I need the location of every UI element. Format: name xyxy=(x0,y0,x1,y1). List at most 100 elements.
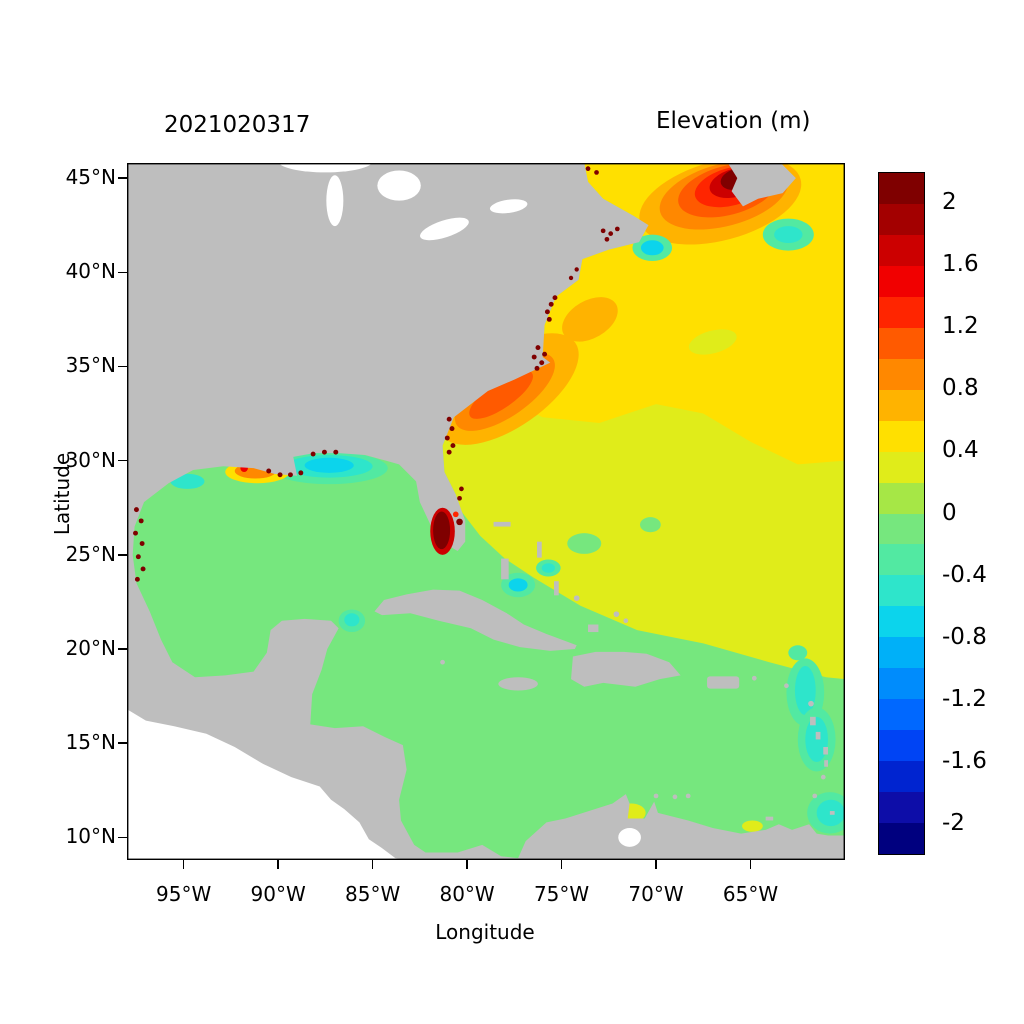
speckle xyxy=(456,518,463,526)
colorbar-cell xyxy=(879,637,924,669)
y-tick-mark xyxy=(118,836,127,839)
y-tick-mark xyxy=(118,648,127,650)
colorbar-cell xyxy=(879,575,924,607)
y-tick-label: 40°N xyxy=(65,259,116,284)
speckle xyxy=(604,236,610,242)
lake-ontario xyxy=(489,199,528,214)
colorbar-cell xyxy=(879,823,924,855)
speckle xyxy=(139,541,145,546)
land-jamaica xyxy=(498,677,538,691)
island xyxy=(573,595,580,601)
island xyxy=(653,793,659,799)
speckle xyxy=(552,295,558,301)
patch-anegada xyxy=(788,645,808,661)
speckle xyxy=(548,301,554,307)
island xyxy=(820,774,826,780)
speckle xyxy=(531,354,537,360)
colorbar-cell xyxy=(879,296,924,329)
colorbar-tick-label: 0 xyxy=(942,499,957,526)
y-tick-mark xyxy=(118,742,127,744)
speckle xyxy=(321,449,327,455)
patch-carolinas-inner xyxy=(469,370,533,419)
land-masses xyxy=(127,163,845,860)
patch-cariaco xyxy=(742,820,763,832)
colorbar-title: Elevation (m) xyxy=(656,108,811,134)
land-lesser-antilles xyxy=(440,659,835,821)
speckle xyxy=(277,472,283,478)
x-axis-label: Longitude xyxy=(435,920,535,944)
map-plot-area xyxy=(127,163,845,860)
island xyxy=(672,794,678,800)
island xyxy=(824,760,828,767)
speckle xyxy=(446,416,452,422)
island xyxy=(588,624,599,633)
patch-antilles-a xyxy=(794,665,816,715)
speckle xyxy=(594,170,599,175)
x-tick-label: 75°W xyxy=(533,882,590,906)
colorbar-cell xyxy=(879,234,924,267)
island xyxy=(784,683,789,689)
colorbar-cell xyxy=(879,699,924,731)
island xyxy=(751,675,757,681)
patch-capecod xyxy=(640,240,664,256)
y-tick-mark xyxy=(118,554,127,556)
x-tick-label: 80°W xyxy=(439,882,495,906)
y-tick-label: 30°N xyxy=(65,447,116,472)
patch-green-atlantic-1 xyxy=(567,533,602,554)
colorbar-cell xyxy=(879,544,924,576)
speckle xyxy=(600,228,606,234)
colorbar-cell xyxy=(879,203,924,236)
colorbar-cell xyxy=(879,358,924,391)
island xyxy=(501,558,509,580)
speckle xyxy=(444,435,450,441)
land-hispaniola xyxy=(571,651,681,687)
y-tick-label: 10°N xyxy=(65,824,116,849)
colorbar-cell xyxy=(879,668,924,700)
colorbar-cell xyxy=(879,730,924,762)
speckle xyxy=(446,449,452,455)
colorbar-cell xyxy=(879,513,924,545)
lake-michigan xyxy=(326,175,344,227)
speckle xyxy=(449,426,455,432)
elevation-map xyxy=(127,163,845,860)
island xyxy=(823,746,828,755)
speckle xyxy=(138,518,144,524)
land-puerto-rico xyxy=(707,676,740,689)
coastal-extreme-speckles xyxy=(133,166,620,582)
colorbar-cell xyxy=(879,265,924,298)
x-tick-mark xyxy=(182,860,185,869)
speckle xyxy=(457,495,462,501)
speckle xyxy=(287,472,293,478)
speckle xyxy=(608,231,614,236)
colorbar-tick-label: -0.4 xyxy=(942,561,987,588)
x-tick-mark xyxy=(655,860,657,869)
colorbar-tick-label: 2 xyxy=(942,189,957,216)
speckle xyxy=(135,554,141,560)
x-tick-mark xyxy=(749,860,752,869)
colorbar-tick-label: -1.6 xyxy=(942,747,987,774)
y-tick-label: 20°N xyxy=(65,636,116,661)
speckle xyxy=(133,507,139,513)
island xyxy=(685,793,691,799)
y-tick-mark xyxy=(118,365,127,368)
lake-maracaibo xyxy=(618,827,641,847)
speckle xyxy=(544,309,550,315)
island xyxy=(815,731,821,740)
colorbar-tick-label: 1.6 xyxy=(942,251,979,278)
x-tick-label: 85°W xyxy=(345,882,401,906)
pacific-outside-domain xyxy=(127,709,407,860)
speckle xyxy=(266,468,272,474)
x-tick-label: 95°W xyxy=(156,882,212,906)
x-tick-mark xyxy=(277,860,279,869)
island xyxy=(554,581,559,596)
island xyxy=(765,816,774,821)
colorbar-tick-label: 1.2 xyxy=(942,313,979,340)
speckle xyxy=(459,486,464,492)
patch-nj-offshore xyxy=(562,297,618,342)
speckle xyxy=(133,530,138,536)
speckle xyxy=(542,351,548,357)
speckle xyxy=(614,226,620,232)
colorbar-tick-label: 0.8 xyxy=(942,375,979,402)
y-tick-label: 45°N xyxy=(65,165,116,190)
lake-erie xyxy=(420,217,469,241)
